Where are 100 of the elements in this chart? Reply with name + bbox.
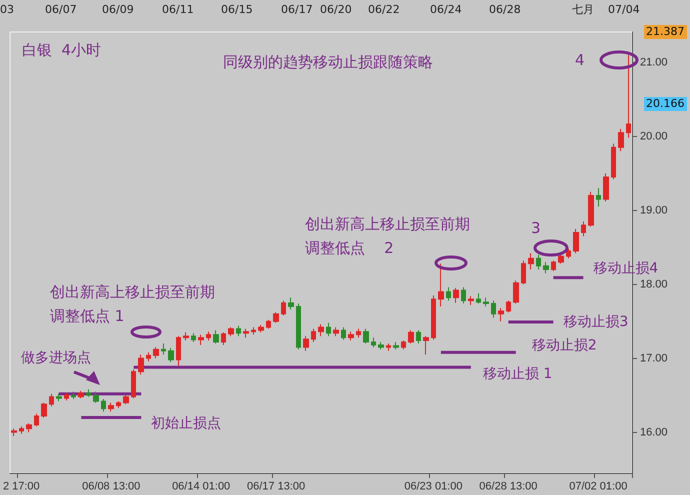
- candlestick: [341, 326, 346, 340]
- candlestick: [303, 336, 309, 352]
- candlestick: [408, 330, 414, 344]
- candlestick: [228, 326, 234, 337]
- candlestick: [401, 340, 406, 350]
- candlestick: [123, 394, 129, 405]
- candlestick: [161, 343, 166, 356]
- annotation: 白银 4小时: [22, 40, 102, 61]
- candlestick: [423, 336, 429, 356]
- x-tick-label: 06/23 01:00: [404, 480, 462, 492]
- candlestick: [236, 325, 241, 337]
- text: 06/22: [368, 3, 400, 16]
- candlestick: [588, 191, 594, 228]
- candlestick: [506, 300, 511, 313]
- candlestick: [168, 347, 174, 363]
- annotation: 创出新高上移止损至前期调整低点 1: [50, 282, 216, 327]
- candlestick: [281, 300, 286, 316]
- annotation: 4: [575, 50, 585, 71]
- annotation: 创出新高上移止损至前期调整低点 2: [305, 214, 471, 259]
- candlestick: [416, 330, 421, 344]
- candlestick: [498, 307, 504, 322]
- candlestick: [183, 332, 189, 342]
- candlestick: [198, 334, 204, 346]
- x-tick-label: 2 17:00: [2, 480, 40, 492]
- text: 03: [0, 3, 14, 16]
- candlestick: [528, 252, 534, 270]
- candlestick: [596, 188, 601, 208]
- series-label: 移动止损3: [563, 314, 628, 330]
- candlestick: [618, 128, 624, 152]
- candlestick: [476, 292, 481, 304]
- text: 21.387: [644, 25, 686, 39]
- candlestick: [333, 326, 339, 337]
- series-label: 移动止损2: [532, 337, 597, 354]
- candlestick: [78, 390, 84, 399]
- candlestick: [371, 337, 376, 348]
- text: 七月: [572, 3, 594, 16]
- x-tick-label: 06/14 01:00: [172, 480, 230, 492]
- annotation: 3: [531, 218, 541, 239]
- x-tick-label: 06/08 13:00: [82, 480, 140, 492]
- candlestick: [536, 254, 541, 270]
- candlestick: [191, 332, 196, 343]
- series-label: 做多进场点: [21, 350, 92, 366]
- text: 06/24: [430, 3, 462, 16]
- x-tick-label: 06/28 13:00: [479, 480, 538, 492]
- candlestick: [551, 260, 556, 272]
- candlestick: [543, 262, 549, 274]
- candlestick: [258, 324, 264, 333]
- candlestick: [153, 346, 159, 359]
- candlestick: [251, 326, 256, 336]
- candlestick: [288, 297, 294, 310]
- y-tick-label: 20.00: [640, 130, 668, 142]
- candlestick: [266, 319, 271, 330]
- candlestick: [356, 328, 361, 338]
- text: 20.166: [644, 97, 686, 111]
- candlestick: [453, 288, 459, 304]
- series-label: 移动止损 1: [482, 366, 552, 382]
- candlestick: [243, 328, 249, 338]
- candlestick: [431, 294, 436, 340]
- candlestick: [213, 330, 219, 344]
- candlestick: [573, 228, 579, 254]
- candlestick: [363, 328, 369, 344]
- candlestick: [86, 388, 91, 398]
- candlestick: [176, 336, 181, 366]
- candlestick: [566, 248, 571, 259]
- candlestick: [468, 296, 474, 306]
- candlestick: [71, 391, 76, 400]
- candlestick: [558, 254, 564, 264]
- candlestick: [221, 332, 226, 346]
- candlestick: [393, 342, 399, 350]
- text: 06/15: [221, 3, 253, 16]
- candlestick: [146, 352, 151, 362]
- candlestick: [19, 426, 24, 434]
- candlestick: [378, 342, 384, 350]
- candlestick: [108, 402, 114, 412]
- x-tick-label: 07/02 01:00: [569, 480, 628, 492]
- y-tick-label: 18.00: [640, 278, 668, 290]
- candlestick: [131, 368, 136, 399]
- y-tick-label: 21.00: [640, 56, 668, 68]
- candlestick: [116, 400, 121, 408]
- candlestick: [483, 297, 489, 308]
- text: 06/20: [320, 3, 352, 16]
- y-tick-label: 17.00: [640, 352, 668, 364]
- candlestick: [49, 393, 54, 407]
- text: 06/09: [102, 3, 134, 16]
- candlestick: [461, 286, 466, 304]
- candlestick: [513, 280, 519, 304]
- candlestick: [318, 324, 324, 337]
- candlestick: [206, 331, 211, 342]
- candlestick: [326, 322, 331, 337]
- candlestick: [603, 172, 609, 202]
- candlestick: [626, 54, 631, 138]
- candlestick: [56, 393, 62, 402]
- candlestick: [311, 328, 316, 343]
- candlestick: [521, 260, 526, 285]
- candlestick: [26, 422, 32, 433]
- candlestick: [446, 286, 451, 302]
- text: 06/17: [281, 3, 313, 16]
- text: 06/11: [162, 3, 194, 16]
- text: 06/07: [45, 3, 77, 16]
- candlestick: [273, 312, 279, 324]
